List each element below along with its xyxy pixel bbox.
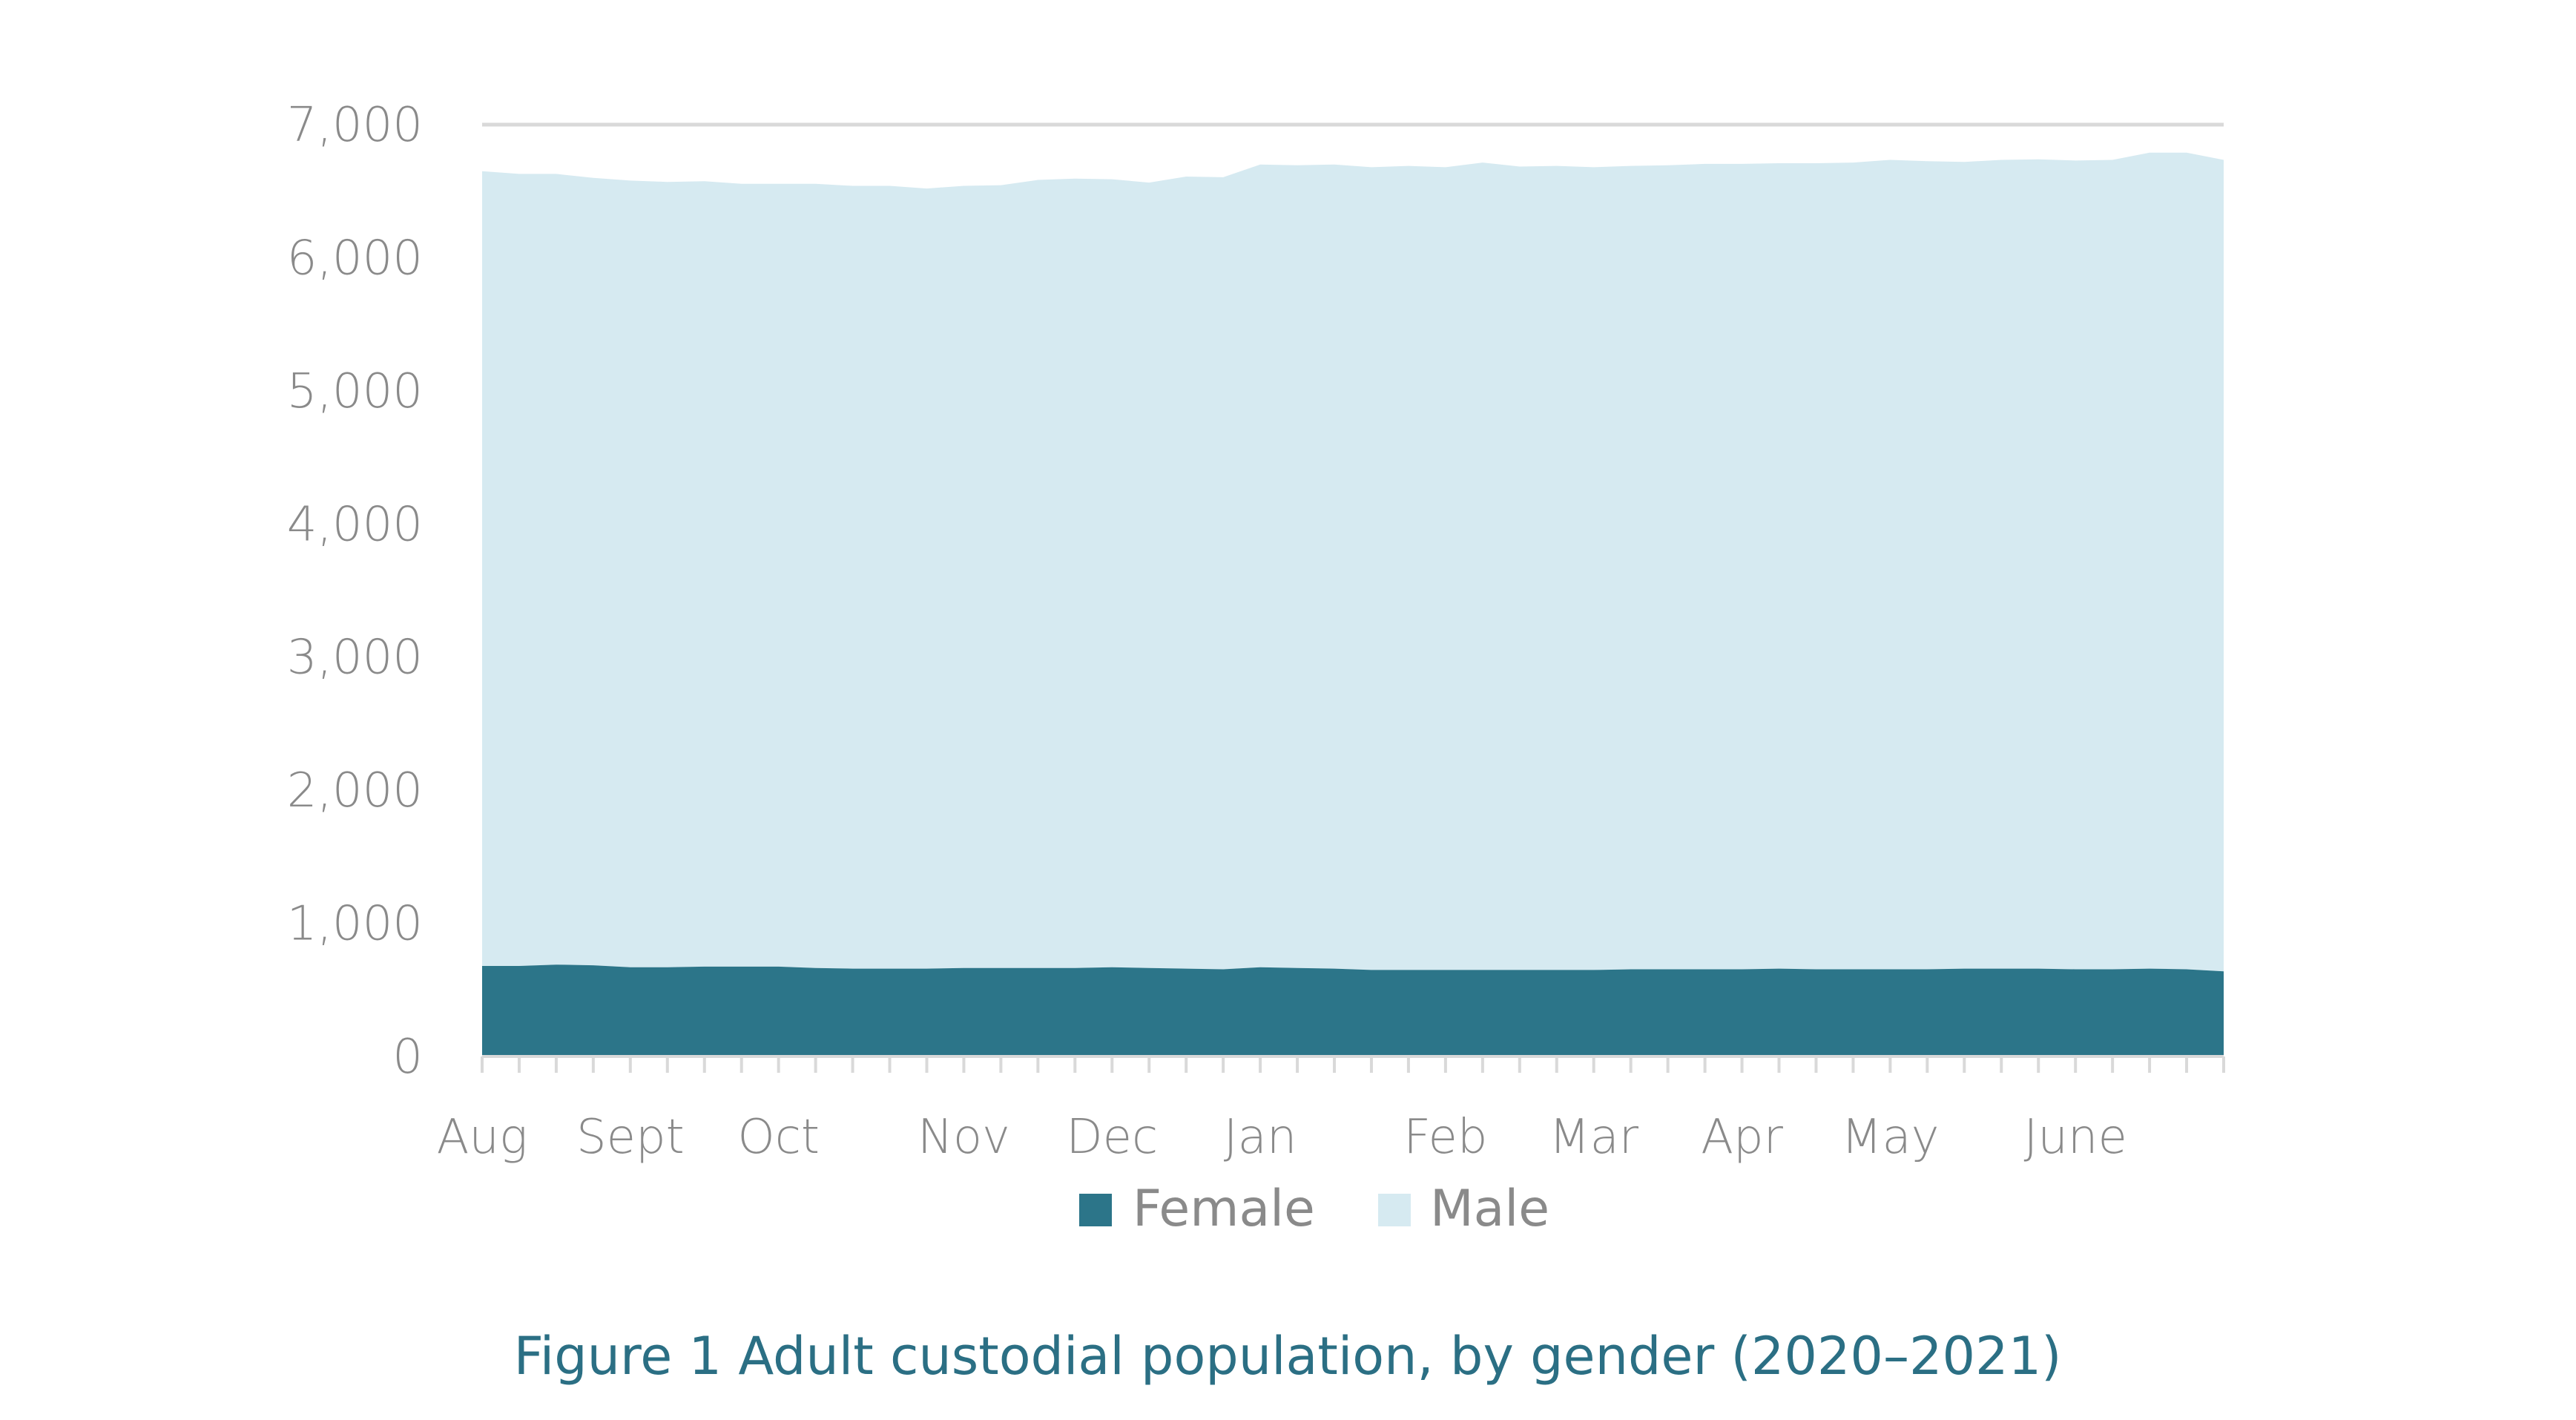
x-tick-label: Oct (737, 1110, 820, 1165)
y-tick-label: 3,000 (287, 631, 423, 686)
y-tick-label: 4,000 (287, 497, 423, 552)
x-tick-label: Sept (576, 1110, 685, 1165)
legend-label-male: Male (1430, 1180, 1549, 1238)
y-tick-label: 7,000 (287, 98, 423, 153)
x-axis (481, 1055, 2225, 1073)
series-area-female (482, 964, 2224, 1056)
series-area-male (482, 152, 2224, 972)
legend-swatch-female (1079, 1194, 1112, 1226)
legend-swatch-male (1378, 1194, 1411, 1226)
y-axis-tick-labels: 0 1,000 2,000 3,000 4,000 5,000 6,000 7,000 (287, 98, 423, 1085)
x-axis-tick-labels: Aug Sept Oct Nov Dec Jan Feb Mar Apr May June (437, 1110, 2127, 1165)
x-tick-label: May (1841, 1110, 1939, 1165)
x-tick-label: Apr (1701, 1110, 1783, 1165)
legend-label-female: Female (1133, 1180, 1315, 1238)
y-tick-label: 5,000 (287, 364, 423, 419)
y-tick-label: 0 (392, 1030, 423, 1085)
plot-area (482, 152, 2224, 1056)
x-tick-label: Aug (437, 1110, 528, 1165)
x-tick-label: Jan (1224, 1110, 1297, 1165)
x-tick-label: Dec (1066, 1110, 1158, 1165)
y-tick-label: 2,000 (287, 763, 423, 818)
x-tick-label: June (2023, 1110, 2127, 1165)
x-tick-label: Feb (1403, 1110, 1487, 1165)
figure-caption: Figure 1 Adult custodial population, by … (514, 1326, 2062, 1387)
y-tick-label: 1,000 (287, 897, 423, 952)
x-tick-label: Mar (1549, 1110, 1638, 1165)
y-tick-label: 6,000 (287, 231, 423, 286)
legend: Female Male (1079, 1180, 1549, 1238)
x-tick-label: Nov (918, 1110, 1010, 1165)
